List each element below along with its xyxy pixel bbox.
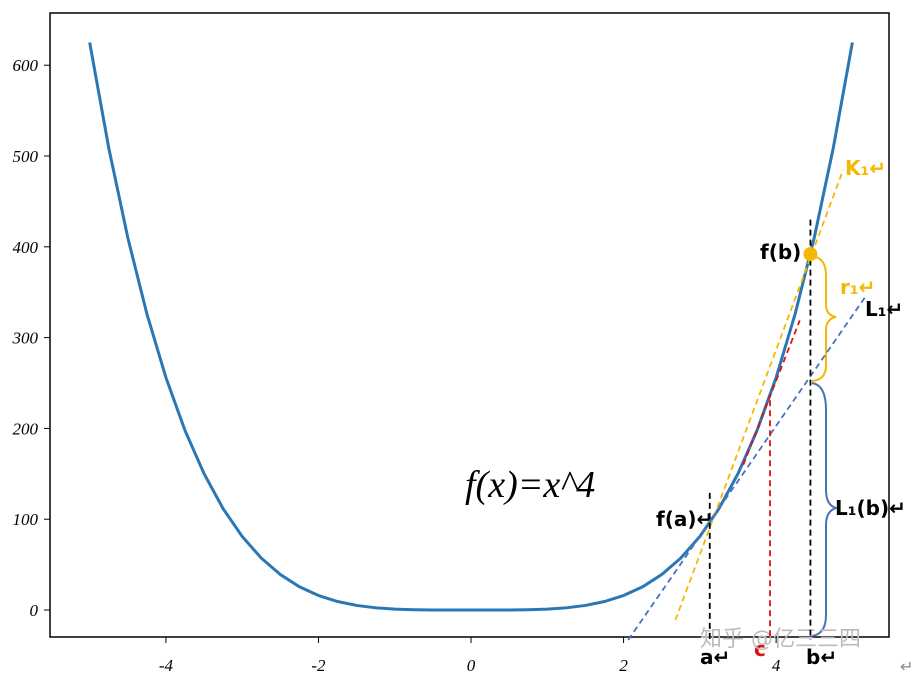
annotation: L₁↵	[865, 297, 903, 321]
watermark: 知乎 @亿三三四	[700, 627, 861, 652]
y-tick-label: 200	[13, 419, 39, 438]
dashed-line	[674, 169, 845, 621]
x-tick-label: 0	[467, 656, 476, 675]
annotation: a↵	[700, 645, 730, 669]
annotation: K₁↵	[845, 156, 886, 180]
y-tick-label: 0	[30, 601, 39, 620]
y-tick-label: 100	[13, 510, 39, 529]
annotation: r₁↵	[840, 275, 875, 299]
x-tick-label: -2	[311, 656, 326, 675]
x-tick-label: 4	[772, 656, 781, 675]
curve	[88, 42, 854, 612]
y-tick-label: 300	[12, 329, 39, 348]
dashed-line	[742, 320, 801, 466]
y-tick-label: 500	[13, 147, 39, 166]
function-label: f(x)=x^4	[465, 464, 595, 506]
point	[803, 247, 818, 262]
y-tick-label: 600	[13, 56, 39, 75]
y-tick-label: 400	[13, 238, 39, 257]
x-tick-label: 2	[619, 656, 628, 675]
annotation: b↵	[806, 645, 837, 669]
annotation: L₁(b)↵	[835, 496, 906, 520]
brace	[811, 255, 837, 382]
annotation: f(b)	[760, 240, 801, 264]
annotation: ↵	[900, 657, 913, 676]
x-tick-label: -4	[159, 656, 174, 675]
dashed-line	[627, 296, 867, 641]
annotation: f(a)↵	[656, 507, 713, 531]
plot-frame	[49, 12, 890, 638]
brace	[811, 382, 840, 637]
annotation: c	[754, 637, 766, 661]
